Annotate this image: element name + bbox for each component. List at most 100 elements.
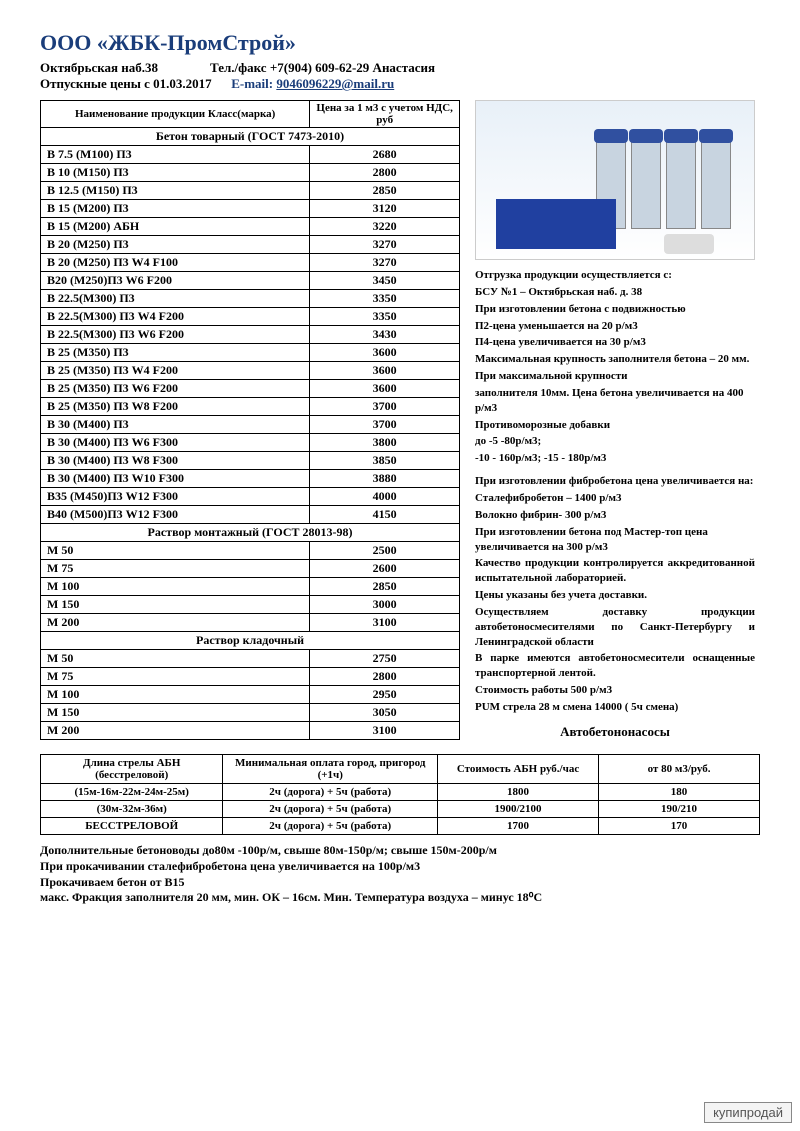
cell-value: 4150 xyxy=(310,506,460,524)
cell-value: 2800 xyxy=(310,668,460,686)
cell-name: М 50 xyxy=(41,542,310,560)
info-l10: до -5 -80р/м3; xyxy=(475,435,541,447)
cell-value: 3450 xyxy=(310,272,460,290)
th-price: Цена за 1 м3 с учетом НДС, руб xyxy=(310,101,460,128)
cell-value: 180 xyxy=(599,784,760,801)
table-row: В 15 (М200) АБН3220 xyxy=(41,218,460,236)
table-row: В 20 (М250) П3 W4 F1003270 xyxy=(41,254,460,272)
cell-name: В 22.5(М300) П3 xyxy=(41,290,310,308)
table-row: М 1002850 xyxy=(41,578,460,596)
abn-h2: Минимальная оплата город, пригород (+1ч) xyxy=(223,755,438,784)
cell-value: 2500 xyxy=(310,542,460,560)
cell-value: 2ч (дорога) + 5ч (работа) xyxy=(223,818,438,835)
info-l1: Отгрузка продукции осуществляется с: xyxy=(475,269,672,281)
cell-name: В 25 (М350) П3 xyxy=(41,344,310,362)
info-l19: В парке имеются автобетоносмесители осна… xyxy=(475,652,755,679)
cell-value: 1700 xyxy=(438,818,599,835)
cell-name: В 30 (М400) П3 W6 F300 xyxy=(41,434,310,452)
cell-name: (15м-16м-22м-24м-25м) xyxy=(41,784,223,801)
pumps-title: Автобетононасосы xyxy=(475,723,755,741)
table-row: В 25 (М350) П33600 xyxy=(41,344,460,362)
cell-name: В 22.5(М300) П3 W6 F200 xyxy=(41,326,310,344)
table-row: М 1503000 xyxy=(41,596,460,614)
cell-name: В 30 (М400) П3 W10 F300 xyxy=(41,470,310,488)
table-row: М 502500 xyxy=(41,542,460,560)
foot-f1: Дополнительные бетоноводы до80м -100р/м,… xyxy=(40,843,760,859)
table-row: (30м-32м-36м)2ч (дорога) + 5ч (работа)19… xyxy=(41,801,760,818)
cell-name: В 30 (М400) П3 xyxy=(41,416,310,434)
cell-value: 3350 xyxy=(310,290,460,308)
table-row: В 25 (М350) П3 W8 F2003700 xyxy=(41,398,460,416)
abn-h1: Длина стрелы АБН (бесстреловой) xyxy=(41,755,223,784)
info-l4: П2-цена уменьшается на 20 р/м3 xyxy=(475,320,638,332)
table-row: В 30 (М400) П3 W8 F3003850 xyxy=(41,452,460,470)
table-row: В 20 (М250) П33270 xyxy=(41,236,460,254)
foot-f3: Прокачиваем бетон от В15 xyxy=(40,875,760,891)
price-table: Наименование продукции Класс(марка) Цена… xyxy=(40,100,460,740)
table-row: БЕССТРЕЛОВОЙ2ч (дорога) + 5ч (работа)170… xyxy=(41,818,760,835)
table-row: М 2003100 xyxy=(41,614,460,632)
info-l9: Противоморозные добавки xyxy=(475,419,610,431)
header-line-1: Октябрьская наб.38 Тел./факс +7(904) 609… xyxy=(40,60,760,76)
address: Октябрьская наб.38 xyxy=(40,60,158,75)
foot-f2: При прокачивании сталефибробетона цена у… xyxy=(40,859,760,875)
table-row: В 12.5 (М150) П32850 xyxy=(41,182,460,200)
table-row: В 30 (М400) П33700 xyxy=(41,416,460,434)
info-l14: Волокно фибрин- 300 р/м3 xyxy=(475,509,606,521)
info-l3: При изготовлении бетона с подвижностью xyxy=(475,303,686,315)
table-row: В40 (М500)П3 W12 F3004150 xyxy=(41,506,460,524)
section-mortar1: Раствор монтажный (ГОСТ 28013-98) xyxy=(41,524,460,542)
info-l15: При изготовлении бетона под Мастер-топ ц… xyxy=(475,526,708,553)
table-row: В 15 (М200) П33120 xyxy=(41,200,460,218)
table-row: В20 (М250)П3 W6 F2003450 xyxy=(41,272,460,290)
email: 9046096229@mail.ru xyxy=(276,76,394,91)
cell-value: 2ч (дорога) + 5ч (работа) xyxy=(223,801,438,818)
abn-h4: от 80 м3/руб. xyxy=(599,755,760,784)
info-l11: -10 - 160р/м3; -15 - 180р/м3 xyxy=(475,452,606,464)
cell-value: 1800 xyxy=(438,784,599,801)
info-l6: Максимальная крупность заполнителя бетон… xyxy=(475,353,749,365)
table-row: М 1503050 xyxy=(41,704,460,722)
info-l8: заполнителя 10мм. Цена бетона увеличивае… xyxy=(475,387,743,414)
header-line-2: Отпускные цены с 01.03.2017 E-mail: 9046… xyxy=(40,76,760,92)
table-row: М 1002950 xyxy=(41,686,460,704)
info-l20: Стоимость работы 500 р/м3 xyxy=(475,684,612,696)
cell-value: 170 xyxy=(599,818,760,835)
table-row: В 25 (М350) П3 W6 F2003600 xyxy=(41,380,460,398)
cell-name: В 22.5(М300) П3 W4 F200 xyxy=(41,308,310,326)
table-row: (15м-16м-22м-24м-25м)2ч (дорога) + 5ч (р… xyxy=(41,784,760,801)
section-mortar2: Раствор кладочный xyxy=(41,632,460,650)
cell-value: 3100 xyxy=(310,722,460,740)
cell-name: (30м-32м-36м) xyxy=(41,801,223,818)
cell-name: М 75 xyxy=(41,560,310,578)
cell-name: В 12.5 (М150) П3 xyxy=(41,182,310,200)
cell-value: 3000 xyxy=(310,596,460,614)
cell-value: 3270 xyxy=(310,254,460,272)
cell-value: 4000 xyxy=(310,488,460,506)
cell-value: 3600 xyxy=(310,362,460,380)
email-label: E-mail: xyxy=(231,76,273,91)
cell-value: 3800 xyxy=(310,434,460,452)
watermark: купипродай xyxy=(704,1102,792,1123)
info-l17: Цены указаны без учета доставки. xyxy=(475,589,647,601)
cell-name: В 15 (М200) АБН xyxy=(41,218,310,236)
info-l16: Качество продукции контролируется аккред… xyxy=(475,557,755,584)
info-block: Отгрузка продукции осуществляется с: БСУ… xyxy=(475,268,755,715)
info-l2: БСУ №1 – Октябрьская наб. д. 38 xyxy=(475,286,642,298)
info-l13: Сталефибробетон – 1400 р/м3 xyxy=(475,492,621,504)
cell-value: 3430 xyxy=(310,326,460,344)
cell-value: 2950 xyxy=(310,686,460,704)
cell-name: В 15 (М200) П3 xyxy=(41,200,310,218)
table-row: В 10 (М150) П32800 xyxy=(41,164,460,182)
cell-name: В 20 (М250) П3 xyxy=(41,236,310,254)
phone: Тел./факс +7(904) 609-62-29 Анастасия xyxy=(210,60,435,75)
cell-value: 3880 xyxy=(310,470,460,488)
cell-value: 2680 xyxy=(310,146,460,164)
cell-name: БЕССТРЕЛОВОЙ xyxy=(41,818,223,835)
info-l12: При изготовлении фибробетона цена увелич… xyxy=(475,475,753,487)
abn-h3: Стоимость АБН руб./час xyxy=(438,755,599,784)
company-title: ООО «ЖБК-ПромСтрой» xyxy=(40,30,760,56)
cell-name: В 25 (М350) П3 W8 F200 xyxy=(41,398,310,416)
cell-name: В40 (М500)П3 W12 F300 xyxy=(41,506,310,524)
cell-value: 2750 xyxy=(310,650,460,668)
